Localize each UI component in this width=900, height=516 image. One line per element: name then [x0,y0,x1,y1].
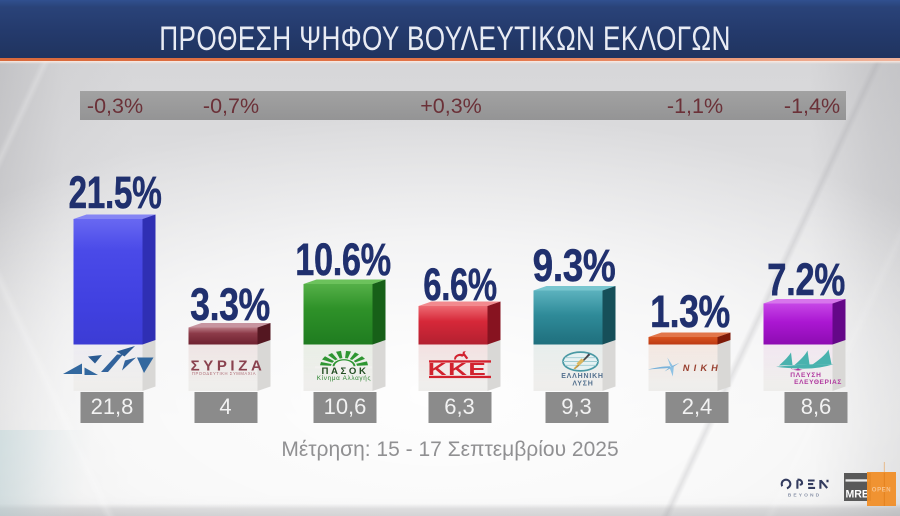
svg-text:Κίνημα Αλλαγής: Κίνημα Αλλαγής [317,374,371,382]
svg-text:KKE: KKE [428,359,487,379]
svg-text:ΕΛΕΥΘΕΡΙΑΣ: ΕΛΕΥΘΕΡΙΑΣ [794,379,842,386]
svg-text:ΕΛΛΗΝΙΚΗ: ΕΛΛΗΝΙΚΗ [561,373,604,380]
svg-text:MRB: MRB [846,489,870,501]
svg-text:ΠΑΣΟΚ: ΠΑΣΟΚ [321,366,368,377]
svg-text:ΝΙΚΗ: ΝΙΚΗ [682,363,723,373]
svg-text:ΛΥΣΗ: ΛΥΣΗ [572,381,593,388]
svg-text:ΠΛΕΥΣΗ: ΠΛΕΥΣΗ [790,372,821,379]
svg-text:ΣΥΡΙΖΑ: ΣΥΡΙΖΑ [191,358,266,375]
svg-text:BEYOND: BEYOND [788,493,822,499]
svg-text:OPEN: OPEN [872,488,891,494]
svg-text:ΠΡΟΟΔΕΥΤΙΚΗ ΣΥΜΜΑΧΙΑ: ΠΡΟΟΔΕΥΤΙΚΗ ΣΥΜΜΑΧΙΑ [192,371,256,376]
